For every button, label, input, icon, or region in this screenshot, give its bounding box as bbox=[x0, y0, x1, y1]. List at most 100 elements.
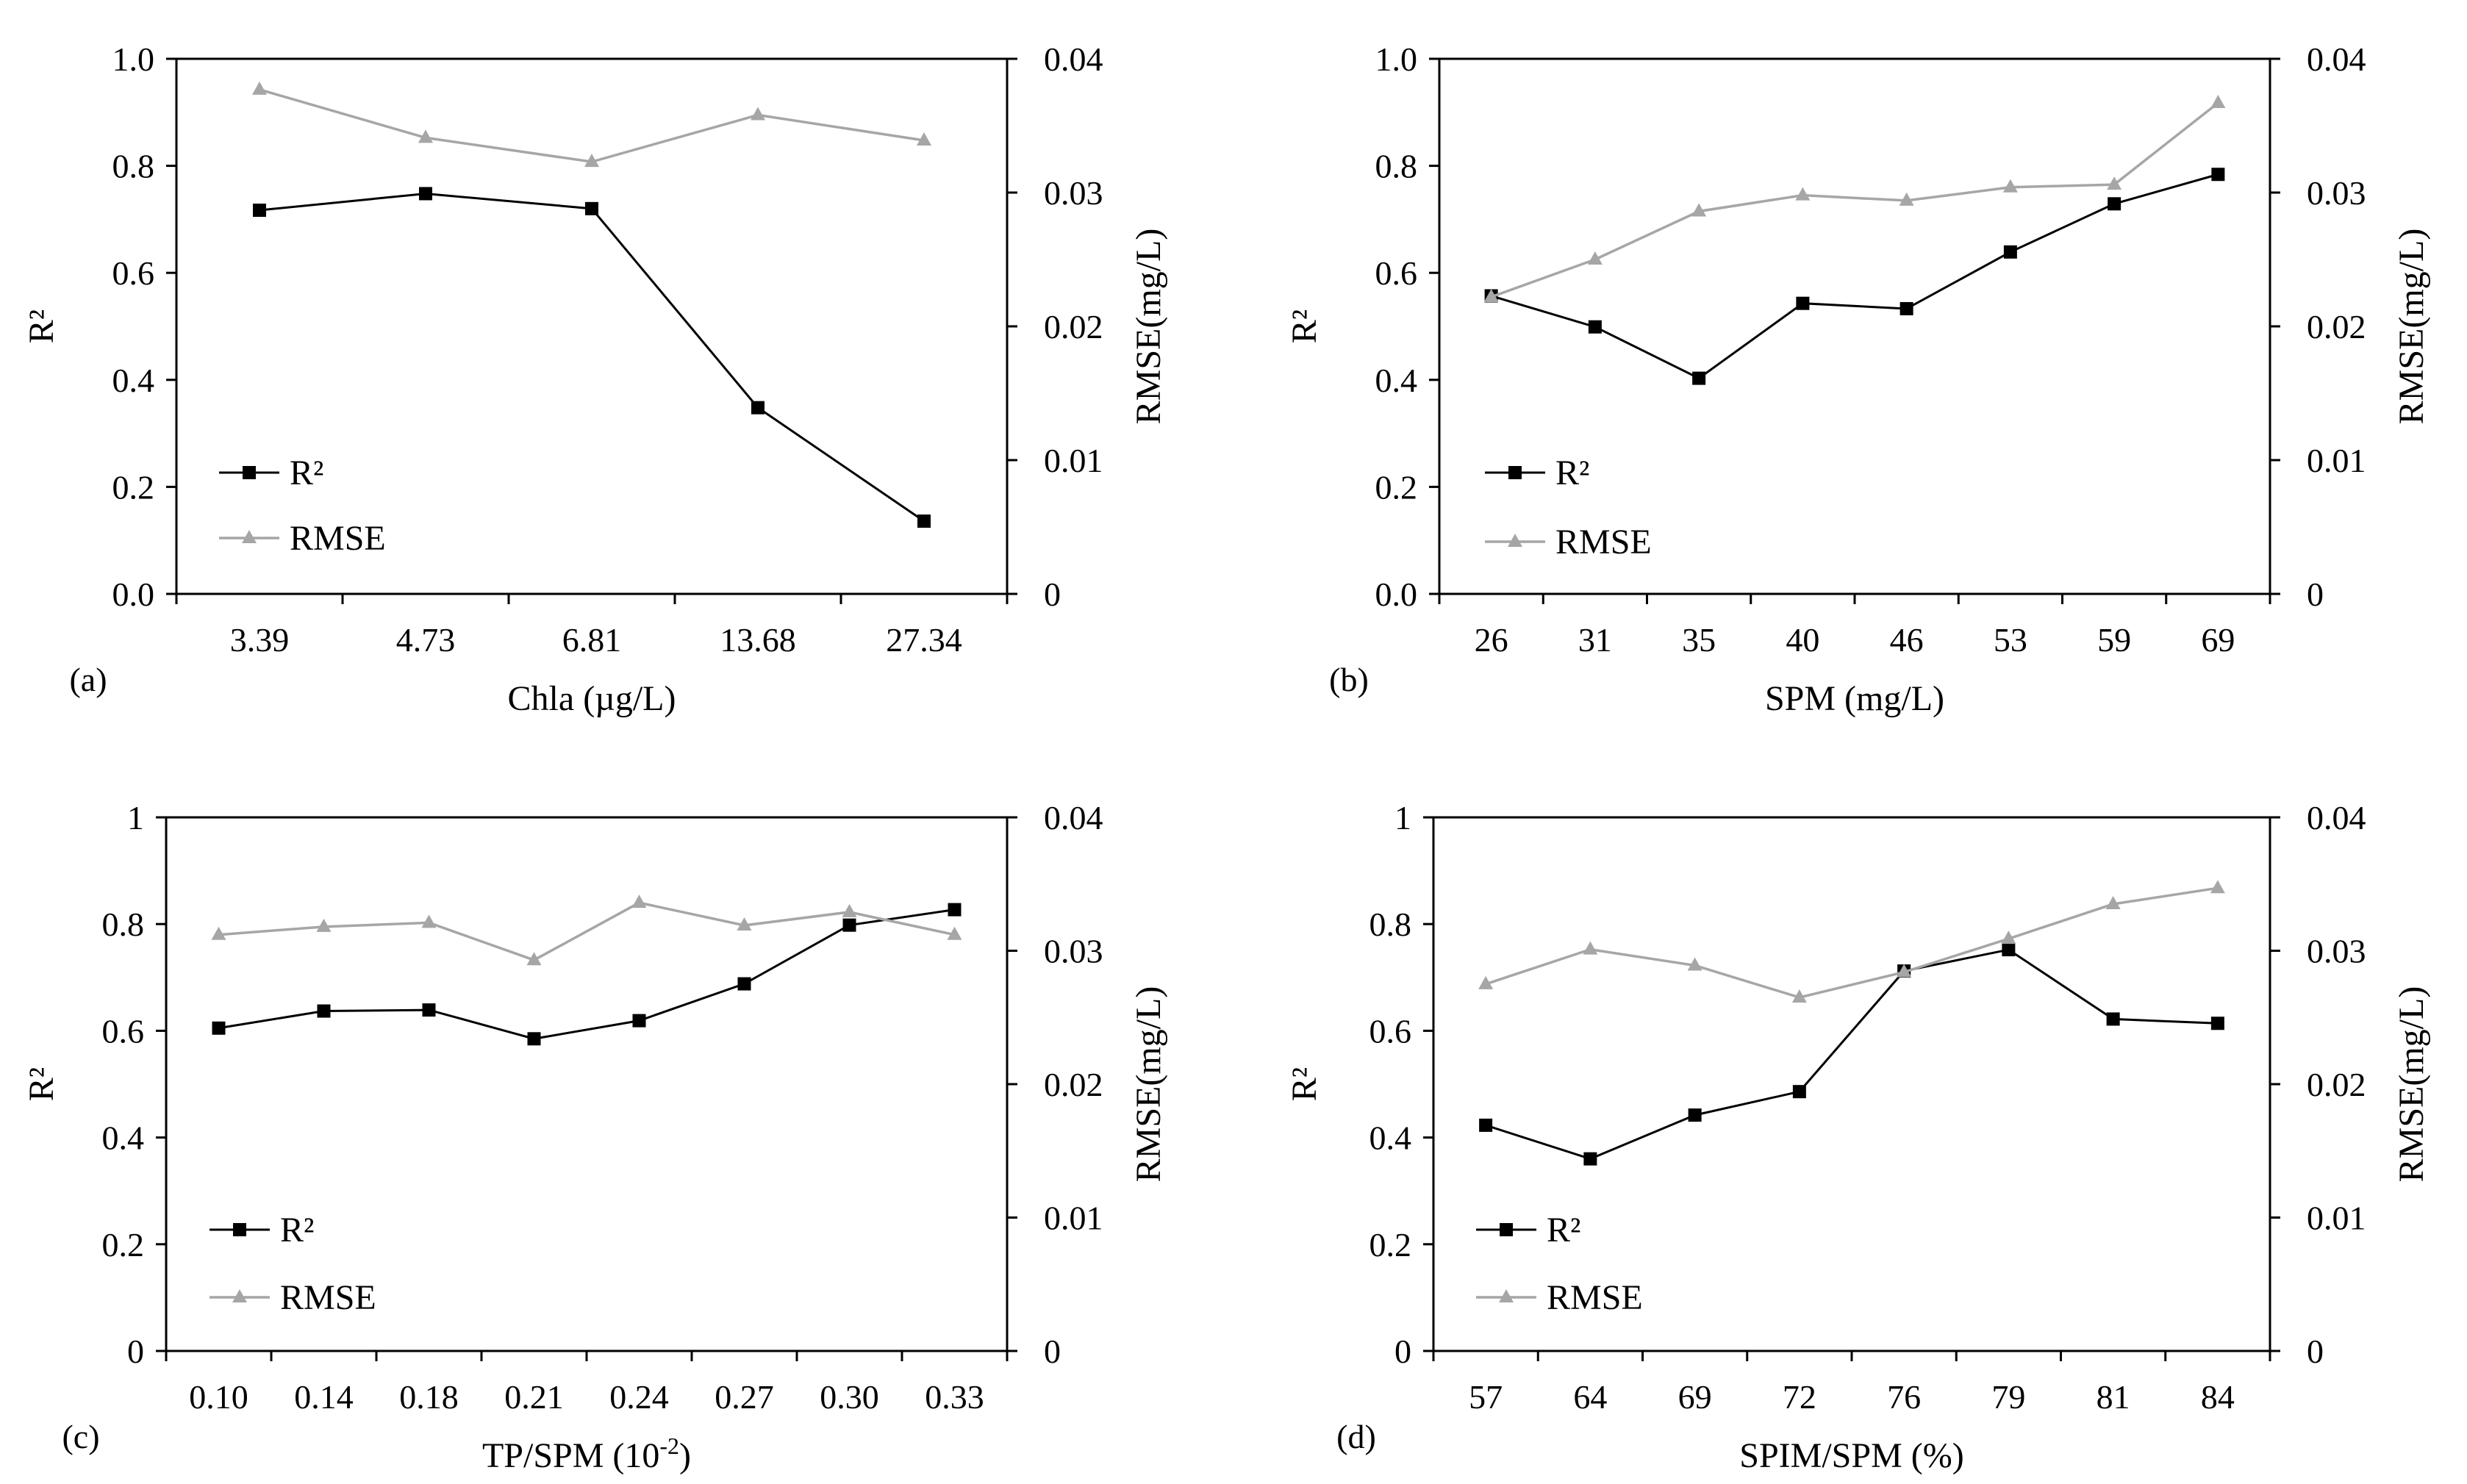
rmse-point bbox=[1687, 957, 1702, 971]
r2-point bbox=[422, 1003, 436, 1017]
r2-point bbox=[737, 977, 751, 991]
left-y-tick-label: 0.8 bbox=[112, 148, 155, 185]
y-axis-title: R² bbox=[22, 309, 61, 343]
left-y-tick-label: 1.0 bbox=[112, 40, 155, 78]
legend: R² RMSE bbox=[210, 1211, 376, 1317]
r2-point bbox=[1479, 1118, 1493, 1132]
r2-point bbox=[419, 187, 432, 201]
legend-r2-marker bbox=[1508, 466, 1522, 479]
r2-point bbox=[632, 1014, 646, 1028]
legend-r2-marker bbox=[233, 1223, 246, 1236]
rmse-point bbox=[1583, 941, 1598, 955]
left-y-tick-label: 0.8 bbox=[1375, 148, 1418, 185]
rmse-point bbox=[2002, 179, 2018, 193]
rmse-point bbox=[2107, 176, 2122, 190]
right-y-tick-label: 0.03 bbox=[2307, 933, 2366, 970]
left-y-tick-label: 0.0 bbox=[112, 576, 155, 613]
left-y-tick-label: 1.0 bbox=[1375, 40, 1418, 78]
plot-frame bbox=[1432, 816, 2271, 1352]
x-tick-label: 35 bbox=[1682, 621, 1716, 659]
left-y-tick-label: 0.6 bbox=[112, 254, 155, 292]
x-axis-title: Chla (µg/L) bbox=[508, 679, 676, 718]
left-y-tick-label: 0.2 bbox=[1369, 1226, 1412, 1263]
left-y-tick-label: 0.4 bbox=[1369, 1119, 1412, 1157]
x-axis-title: TP/SPM (10-2) bbox=[482, 1433, 691, 1475]
x-tick-label: 72 bbox=[1783, 1378, 1816, 1416]
y2-axis-title: RMSE(mg/L) bbox=[2392, 229, 2431, 425]
x-tick-label: 0.30 bbox=[820, 1378, 879, 1416]
x-tick-label: 13.68 bbox=[720, 621, 796, 659]
x-tick-label: 81 bbox=[2097, 1378, 2130, 1416]
legend-r2-label: R² bbox=[1555, 454, 1589, 492]
x-tick-label: 84 bbox=[2201, 1378, 2235, 1416]
r2-point bbox=[253, 204, 266, 218]
legend-rmse-marker bbox=[1508, 534, 1522, 547]
right-y-tick-label: 0 bbox=[2307, 576, 2324, 613]
x-tick-label: 46 bbox=[1890, 621, 1924, 659]
r2-point bbox=[1900, 301, 1913, 315]
rmse-point bbox=[1478, 975, 1494, 989]
rmse-point bbox=[737, 917, 752, 931]
right-y-tick-label: 0.02 bbox=[1044, 1066, 1103, 1103]
r2-series-line bbox=[259, 192, 925, 523]
rmse-series-line bbox=[1491, 101, 2219, 298]
r2-point bbox=[1583, 1152, 1597, 1166]
r2-point bbox=[1588, 320, 1602, 334]
left-y-tick-label: 1 bbox=[127, 799, 144, 836]
x-tick-label: 26 bbox=[1475, 621, 1508, 659]
right-y-tick-label: 0 bbox=[1044, 576, 1061, 613]
plot-frame bbox=[165, 816, 1009, 1352]
x-tick-label: 40 bbox=[1786, 621, 1819, 659]
legend-rmse-label: RMSE bbox=[1555, 523, 1652, 562]
x-tick-label: 6.81 bbox=[562, 621, 622, 659]
rmse-point bbox=[421, 914, 437, 928]
plot-frame bbox=[1438, 57, 2271, 595]
x-axis-title: SPM (mg/L) bbox=[1765, 679, 1944, 718]
r2-point bbox=[948, 903, 962, 917]
y-axis-title: R² bbox=[1285, 309, 1324, 343]
r2-point bbox=[751, 401, 765, 415]
x-axis-title: SPIM/SPM (%) bbox=[1739, 1436, 1963, 1475]
rmse-point bbox=[631, 895, 647, 908]
r2-series-line bbox=[1485, 948, 2218, 1161]
x-tick-label: 0.14 bbox=[294, 1378, 354, 1416]
x-tick-label: 0.10 bbox=[189, 1378, 248, 1416]
x-tick-label: 3.39 bbox=[230, 621, 290, 659]
rmse-point bbox=[1791, 989, 1807, 1003]
x-tick-label: 79 bbox=[1991, 1378, 2025, 1416]
right-y-tick-label: 0.04 bbox=[2307, 40, 2366, 78]
right-y-tick-label: 0.03 bbox=[2307, 174, 2366, 212]
r2-point bbox=[2108, 197, 2122, 211]
x-axis-title-superscript: -2 bbox=[659, 1433, 679, 1459]
left-y-tick-label: 0.6 bbox=[1375, 254, 1418, 292]
right-y-tick-label: 0.02 bbox=[2307, 308, 2366, 345]
r2-point bbox=[1792, 1085, 1806, 1099]
rmse-series-line bbox=[259, 88, 925, 163]
right-y-tick-label: 0.01 bbox=[2307, 442, 2366, 479]
legend-r2-label: R² bbox=[1547, 1211, 1580, 1250]
x-tick-label: 69 bbox=[1678, 1378, 1712, 1416]
r2-point bbox=[527, 1032, 541, 1046]
legend-r2-label: R² bbox=[290, 454, 323, 492]
rmse-point bbox=[1483, 288, 1499, 302]
chart-panel-a: 0.0 0.2 0.4 0.6 0.8 1.0 0 0.01 0.02 0.03 0.04 3.39 4… bbox=[22, 40, 1168, 718]
r2-point bbox=[585, 201, 598, 215]
x-tick-label: 0.27 bbox=[715, 1378, 774, 1416]
right-y-tick-label: 0.02 bbox=[2307, 1066, 2366, 1103]
chart-panel-d: 0 0.2 0.4 0.6 0.8 1 0 0.01 0.02 0.03 0.04 57 64 69 72 7… bbox=[1285, 799, 2431, 1475]
left-y-tick-label: 0.2 bbox=[102, 1226, 145, 1263]
right-y-tick-label: 0.04 bbox=[1044, 799, 1103, 836]
right-y-tick-label: 0.01 bbox=[2307, 1200, 2366, 1237]
r2-point bbox=[1688, 1108, 1702, 1122]
legend-rmse-marker bbox=[242, 530, 257, 543]
legend-rmse-label: RMSE bbox=[280, 1278, 376, 1317]
x-tick-label: 4.73 bbox=[396, 621, 456, 659]
rmse-point bbox=[526, 952, 542, 966]
left-y-tick-label: 0.0 bbox=[1375, 576, 1418, 613]
rmse-point bbox=[2001, 931, 2016, 944]
x-tick-label: 59 bbox=[2097, 621, 2131, 659]
left-y-tick-label: 0.4 bbox=[102, 1119, 145, 1157]
right-y-tick-label: 0 bbox=[1044, 1333, 1061, 1370]
right-y-tick-label: 0 bbox=[2307, 1333, 2324, 1370]
